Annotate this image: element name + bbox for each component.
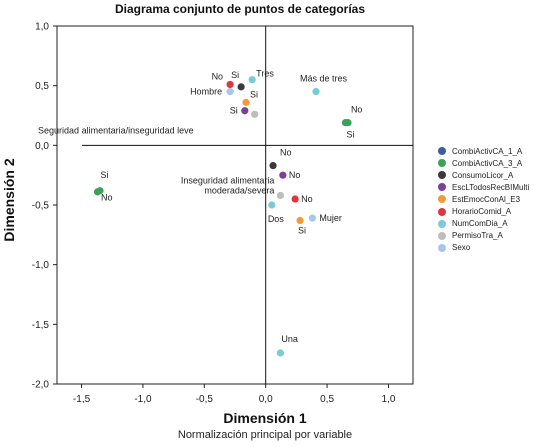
point-label: No (280, 148, 292, 158)
point-CombiActivCA_3_A (96, 187, 104, 195)
x-tick-label: 0,0 (259, 394, 273, 405)
legend-item: EscLTodosRecBIMulti (438, 181, 529, 193)
point-label: Más de tres (300, 74, 348, 84)
legend-swatch (438, 159, 446, 168)
point-PermisoTra_A (251, 110, 259, 118)
point-HorarioComid_A (291, 195, 299, 203)
point-NumComDia_A (268, 201, 276, 209)
x-tick-label: -1,0 (134, 394, 152, 405)
legend-item: EstEmocConAl_E3 (438, 193, 529, 205)
legend-swatch (438, 219, 446, 228)
legend-swatch (438, 147, 446, 156)
x-tick-label: -0,5 (196, 394, 214, 405)
x-tick-label: 1,0 (381, 394, 395, 405)
legend-item: PermisoTra_A (438, 230, 529, 242)
legend-swatch (438, 171, 446, 180)
x-tick-label: 0,5 (320, 394, 334, 405)
point-label: Mujer (319, 213, 342, 223)
point-label: No (351, 105, 363, 115)
point-NumComDia_A (248, 76, 256, 84)
point-ConsumoLicor_A (237, 83, 245, 91)
legend-item: CombiActivCA_1_A (438, 145, 529, 157)
point-NumComDia_A (276, 349, 285, 357)
point-label: Dos (268, 214, 285, 224)
y-axis-label: Dimensión 2 (1, 158, 17, 242)
legend-label: EscLTodosRecBIMulti (452, 182, 530, 192)
point-label: No (101, 193, 113, 203)
point-label: No (301, 194, 313, 204)
point-EscLTodosRecBIMulti (279, 171, 287, 179)
chart-subtitle: Normalización principal por variable (177, 429, 353, 441)
point-Sexo (226, 88, 234, 96)
legend-label: EstEmocConAl_E3 (452, 194, 521, 204)
y-tick-label: -1,0 (32, 260, 50, 271)
legend-item: Sexo (438, 242, 529, 254)
point-label: No (289, 170, 301, 180)
legend-label: CombiActivCA_3_A (452, 158, 523, 168)
y-tick-label: 0,5 (35, 81, 49, 92)
point-label: Si (231, 70, 239, 80)
point-ConsumoLicor_A (269, 162, 277, 170)
point-label: Inseguridad alimentaria (181, 175, 275, 185)
legend-label: ConsumoLicor_A (452, 170, 514, 180)
point-label: Seguridad alimentaria/inseguridad leve (38, 125, 194, 135)
y-tick-label: 1,0 (35, 22, 49, 33)
point-EstEmocConAl_E3 (242, 98, 250, 106)
legend-item: HorarioComid_A (438, 205, 529, 217)
point-label: moderada/severa (204, 185, 274, 195)
point-CombiActivCA_3_A (341, 119, 350, 127)
point-label: Si (298, 226, 306, 236)
legend-swatch (438, 183, 446, 192)
x-axis-label: Dimensión 1 (223, 410, 307, 426)
point-label: Si (101, 170, 109, 180)
legend-label: NumComDia_A (452, 219, 508, 229)
point-label: Tres (256, 69, 274, 79)
legend-label: PermisoTra_A (452, 231, 503, 241)
legend-label: CombiActivCA_1_A (452, 146, 523, 156)
point-label: Si (230, 106, 238, 116)
chart-title: Diagrama conjunto de puntos de categoría… (114, 2, 366, 16)
legend: CombiActivCA_1_A CombiActivCA_3_A ConsumoL… (438, 145, 529, 254)
point-label: Si (346, 130, 354, 140)
legend-label: Sexo (452, 243, 471, 253)
y-tick-label: -1,5 (32, 320, 50, 331)
legend-item: ConsumoLicor_A (438, 169, 529, 181)
y-tick-label: -0,5 (32, 201, 50, 212)
legend-item: NumComDia_A (438, 218, 529, 230)
y-tick-label: 0,0 (35, 141, 49, 152)
point-label: No (212, 71, 224, 81)
legend-label: HorarioComid_A (452, 207, 512, 217)
legend-swatch (438, 195, 446, 204)
point-label: Una (281, 334, 298, 344)
point-NumComDia_A (312, 88, 320, 96)
legend-item: CombiActivCA_3_A (438, 157, 529, 169)
point-HorarioComid_A (226, 80, 234, 89)
point-EstEmocConAl_E3 (296, 216, 304, 225)
point-EscLTodosRecBIMulti (241, 107, 249, 115)
point-label: Hombre (190, 87, 222, 97)
x-tick-label: -1,5 (73, 394, 91, 405)
legend-swatch (438, 243, 446, 252)
point-PermisoTra_A (276, 191, 285, 200)
y-tick-label: -2,0 (32, 380, 50, 391)
legend-swatch (438, 207, 446, 216)
legend-swatch (438, 231, 446, 240)
point-label: Si (250, 89, 258, 99)
point-Sexo (308, 214, 316, 222)
